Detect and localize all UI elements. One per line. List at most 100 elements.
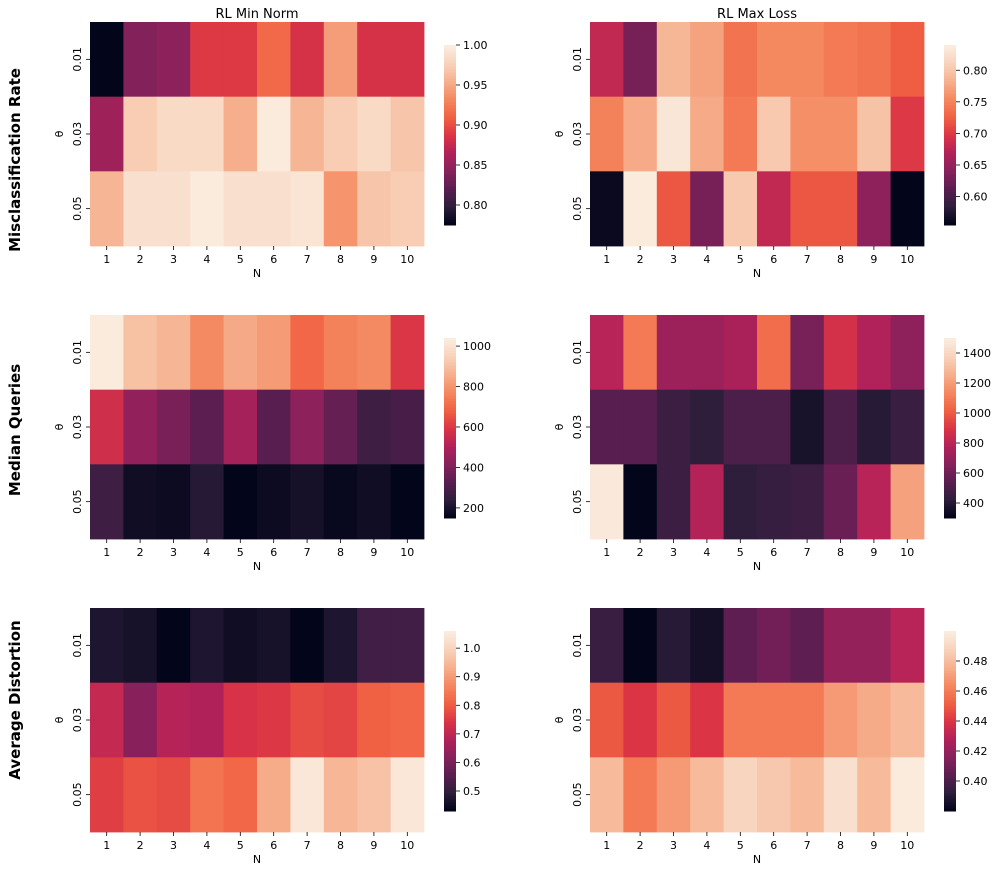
colorbar-segment (944, 365, 956, 369)
heatmap-cell (723, 389, 758, 465)
x-tick-label: 2 (137, 839, 144, 852)
heatmap-cell (623, 464, 658, 540)
colorbar-segment (444, 180, 456, 184)
colorbar-segment (944, 661, 956, 665)
colorbar-segment (944, 135, 956, 139)
y-axis-label: θ (53, 130, 66, 137)
colorbar-segment (944, 63, 956, 67)
colorbar-segment (444, 87, 456, 91)
heatmap-cell (656, 608, 691, 684)
colorbar-tick-label: 0.65 (963, 159, 988, 172)
heatmap-cell (156, 757, 191, 833)
colorbar-segment (944, 697, 956, 701)
colorbar-segment (944, 512, 956, 516)
heatmap-cell (590, 22, 624, 98)
heatmap-cell (390, 389, 425, 465)
colorbar-segment (944, 649, 956, 653)
heatmap-cell (257, 757, 291, 833)
x-tick-label: 6 (270, 546, 277, 559)
heatmap-cell (590, 96, 624, 172)
colorbar-segment (944, 195, 956, 199)
colorbar-segment (444, 428, 456, 432)
colorbar-segment (444, 407, 456, 411)
heatmap-cell (757, 389, 791, 465)
heatmap-cell (823, 464, 858, 540)
colorbar-segment (444, 697, 456, 701)
heatmap-cell (323, 22, 358, 98)
colorbar-tick-label: 0.48 (963, 655, 988, 668)
colorbar-segment (944, 72, 956, 76)
heatmap-cell (823, 96, 858, 172)
x-tick-label: 8 (837, 839, 844, 852)
heatmap-cell (590, 464, 624, 540)
x-tick-label: 1 (103, 839, 110, 852)
colorbar-segment (444, 144, 456, 148)
colorbar-segment (944, 515, 956, 519)
colorbar-segment (444, 652, 456, 656)
colorbar-segment (444, 422, 456, 426)
colorbar-segment (444, 676, 456, 680)
heatmap-cell (156, 315, 191, 391)
x-axis-label: N (253, 560, 261, 573)
colorbar-segment (944, 449, 956, 453)
heatmap-cell (757, 608, 791, 684)
heatmap-cell (123, 315, 158, 391)
x-tick-label: 1 (103, 546, 110, 559)
colorbar-segment (444, 132, 456, 136)
heatmap-cell (823, 682, 858, 758)
colorbar-segment (944, 359, 956, 363)
heatmap-cell (656, 682, 691, 758)
colorbar-segment (444, 694, 456, 698)
colorbar-segment (444, 165, 456, 169)
heatmap-cell (857, 22, 891, 98)
heatmap-cell (590, 757, 624, 833)
heatmap-cell (90, 96, 124, 172)
colorbar-segment (444, 171, 456, 175)
colorbar-segment (444, 353, 456, 357)
colorbar-segment (944, 440, 956, 444)
colorbar-segment (944, 703, 956, 707)
colorbar-segment (944, 658, 956, 662)
colorbar-segment (944, 751, 956, 755)
colorbar-segment (444, 123, 456, 127)
colorbar-segment (444, 799, 456, 803)
x-tick-label: 5 (237, 839, 244, 852)
x-tick-label: 7 (304, 839, 311, 852)
x-tick-label: 4 (703, 839, 710, 852)
colorbar-segment (944, 736, 956, 740)
heatmap-cell (656, 464, 691, 540)
colorbar-segment (444, 45, 456, 49)
colorbar-segment (944, 503, 956, 507)
heatmap-cell (723, 22, 758, 98)
colorbar-segment (944, 162, 956, 166)
heatmap-cell (857, 96, 891, 172)
heatmap-cell (790, 96, 825, 172)
heatmap-panel-4: 1 2 3 4 5 6 7 8 9 10 N 0.01 0.03 0.05 θ 400 600 800 1000 12… (553, 315, 991, 573)
colorbar-segment (944, 772, 956, 776)
colorbar-tick-label: 0.42 (963, 745, 988, 758)
heatmap-cell (690, 757, 724, 833)
colorbar-segment (444, 670, 456, 674)
colorbar-segment (444, 398, 456, 402)
colorbar-segment (444, 129, 456, 133)
colorbar-segment (944, 171, 956, 175)
colorbar-segment (944, 204, 956, 208)
heatmap-cell (656, 22, 691, 98)
colorbar-segment (944, 213, 956, 217)
colorbar-segment (944, 428, 956, 432)
colorbar-segment (944, 634, 956, 638)
x-tick-label: 1 (603, 546, 610, 559)
colorbar-segment (444, 419, 456, 423)
colorbar-segment (944, 410, 956, 414)
heatmap-cell (723, 464, 758, 540)
heatmap-cell (156, 171, 191, 247)
colorbar-segment (944, 156, 956, 160)
colorbar-segment (944, 374, 956, 378)
colorbar-segment (444, 778, 456, 782)
heatmap-cell (223, 171, 258, 247)
colorbar-segment (444, 455, 456, 459)
heatmap-cell (190, 682, 224, 758)
heatmap-cell (223, 682, 258, 758)
colorbar-segment (444, 126, 456, 130)
colorbar-segment (444, 192, 456, 196)
